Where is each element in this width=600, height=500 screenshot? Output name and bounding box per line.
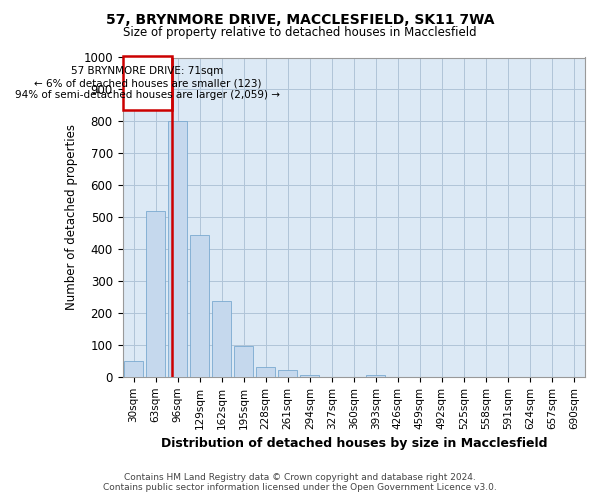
Text: Contains HM Land Registry data © Crown copyright and database right 2024.
Contai: Contains HM Land Registry data © Crown c… [103,473,497,492]
Bar [256,367,275,377]
Bar [367,375,385,377]
Y-axis label: Number of detached properties: Number of detached properties [65,124,77,310]
Text: 57, BRYNMORE DRIVE, MACCLESFIELD, SK11 7WA: 57, BRYNMORE DRIVE, MACCLESFIELD, SK11 7… [106,12,494,26]
Bar [212,301,231,377]
X-axis label: Distribution of detached houses by size in Macclesfield: Distribution of detached houses by size … [161,437,547,450]
Bar [235,346,253,377]
Text: 57 BRYNMORE DRIVE: 71sqm
← 6% of detached houses are smaller (123)
94% of semi-d: 57 BRYNMORE DRIVE: 71sqm ← 6% of detache… [15,66,280,100]
Bar [146,211,165,377]
Bar [301,375,319,377]
Bar [124,361,143,377]
Bar [278,370,297,377]
Bar [168,122,187,377]
Bar [190,234,209,377]
Text: Size of property relative to detached houses in Macclesfield: Size of property relative to detached ho… [123,26,477,39]
Bar [122,56,172,110]
